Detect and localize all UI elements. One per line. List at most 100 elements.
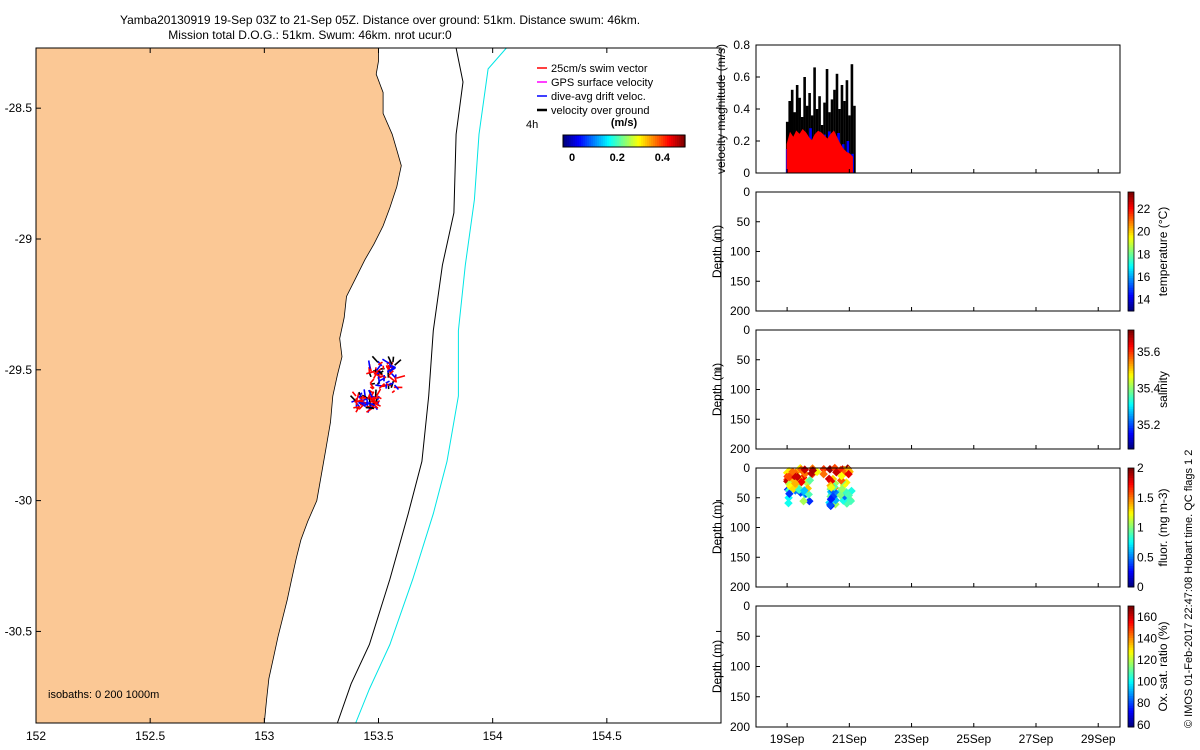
y-tick-label: 50: [737, 353, 751, 367]
colorbar-cell: [1128, 570, 1134, 574]
colorbar-cell: [569, 135, 572, 147]
track-vector: [369, 386, 374, 390]
legend-time-label: 4h: [526, 119, 538, 131]
colorbar-cell: [1128, 425, 1134, 429]
ground-velocity-bar: [825, 69, 829, 173]
colorbar-tick-label: 1: [1137, 521, 1144, 535]
track-vector: [378, 382, 386, 390]
colorbar-cell: [1128, 413, 1134, 417]
colorbar-cell: [1128, 479, 1134, 483]
track-vector: [358, 404, 364, 410]
colorbar-cell: [567, 135, 570, 147]
colorbar-tick-label: 80: [1137, 696, 1151, 710]
colorbar-cell: [1128, 351, 1134, 355]
colorbar-cell: [1128, 498, 1134, 502]
colorbar-cell: [1128, 482, 1134, 486]
colorbar-cell: [1128, 410, 1134, 414]
colorbar-cell: [1128, 434, 1134, 438]
salinity-section-panel: 0 50 100 150 200 35.2 35.4 35.6 salinity Depth (m…: [710, 323, 1170, 456]
colorbar-cell: [609, 135, 612, 147]
colorbar-cell: [1128, 622, 1134, 626]
watermark-text: © IMOS 01-Feb-2017 22:47:08 Hobart time.…: [1183, 450, 1195, 728]
map-y-tick-label: -29.5: [5, 363, 33, 377]
colorbar-cell: [1128, 664, 1134, 667]
colorbar-cell: [595, 135, 598, 147]
track-vector: [351, 391, 357, 397]
track-vector: [391, 390, 396, 394]
track-vector: [368, 373, 372, 378]
colorbar-cell: [1128, 506, 1134, 509]
colorbar-cell: [1128, 237, 1134, 241]
colorbar-cell: [1128, 363, 1134, 367]
colorbar-cell: [1128, 537, 1134, 540]
colorbar-cell: [1128, 517, 1134, 521]
map-y-tick-label: -29: [15, 232, 33, 246]
track-vector: [390, 364, 397, 369]
fluorescence-sample: [836, 490, 845, 500]
colorbar-cell: [1128, 258, 1134, 262]
colorbar-cell: [1128, 551, 1134, 555]
colorbar-cell: [1128, 196, 1134, 200]
y-tick-label: 200: [730, 720, 750, 734]
fluorescence-section-panel: 0 50 100 150 200 0 0.5 1 1.5 2 fluor. (mg m-3) Dept…: [710, 461, 1170, 594]
y-tick-label: 0: [743, 461, 750, 475]
colorbar-cell: [1128, 346, 1134, 350]
y-tick-label: 0.4: [733, 102, 750, 116]
fluorescence-sample: [785, 489, 794, 498]
colorbar-cell: [1128, 565, 1134, 569]
colorbar-cell: [1128, 356, 1134, 360]
y-tick-label: 150: [730, 274, 750, 288]
ground-velocity-bar: [843, 101, 846, 173]
colorbar-cell: [1128, 349, 1134, 352]
fluorescence-sample: [837, 471, 846, 481]
colorbar-border: [1127, 329, 1135, 450]
track-vector: [374, 368, 382, 375]
colorbar-cell: [1128, 387, 1134, 390]
colorbar-cell: [1128, 560, 1134, 564]
time-x-axis: 19Sep 21Sep 23Sep 25Sep 27Sep 29Sep: [770, 732, 1116, 746]
colorbar-cell: [1128, 437, 1134, 440]
colorbar-cell: [1128, 308, 1134, 312]
y-tick-label: 50: [737, 629, 751, 643]
map-y-tick-label: -30.5: [5, 624, 33, 638]
colorbar-cell: [1128, 541, 1134, 545]
track-vector: [375, 364, 382, 372]
colorbar-cell: [1128, 270, 1134, 274]
colorbar-cell: [1128, 659, 1134, 663]
track-vector: [385, 382, 390, 387]
colorbar-cell: [1128, 301, 1134, 305]
y-tick-label: 50: [737, 491, 751, 505]
track-vector: [375, 384, 382, 387]
colorbar-cell: [1128, 377, 1134, 381]
colorbar-cell: [679, 135, 682, 147]
colorbar-cell: [583, 135, 586, 147]
colorbar-cell: [1128, 477, 1134, 481]
plot-area: [756, 468, 1120, 587]
land-polygon: [35, 47, 402, 724]
colorbar-cell: [1128, 251, 1134, 255]
colorbar-cell: [1128, 268, 1134, 272]
colorbar-cell: [1128, 239, 1134, 243]
fluorescence-sample: [819, 465, 828, 474]
colorbar-cell: [1128, 673, 1134, 677]
colorbar-cell: [1128, 213, 1134, 217]
track-vector: [391, 373, 396, 378]
colorbar-cell: [1128, 303, 1134, 307]
colorbar-cell: [1128, 275, 1134, 279]
colorbar-cell: [1128, 705, 1134, 709]
y-tick-label: 0.6: [733, 70, 750, 84]
colorbar-tick-label: 18: [1137, 247, 1151, 261]
y-tick-label: 0: [743, 166, 750, 180]
colorbar-cell: [1128, 489, 1134, 493]
colorbar-cell: [683, 135, 686, 147]
colorbar-tick-label: 0.2: [610, 152, 625, 164]
colorbar-label: temperature (°C): [1156, 207, 1170, 297]
colorbar-cell: [1128, 220, 1134, 224]
fluorescence-sample: [846, 496, 856, 506]
colorbar-cell: [1128, 408, 1134, 412]
track-vector: [356, 393, 360, 401]
track-vector: [349, 395, 357, 403]
colorbar-cell: [1128, 717, 1134, 721]
x-tick-label: 27Sep: [1019, 732, 1054, 746]
track-vector: [355, 405, 361, 413]
